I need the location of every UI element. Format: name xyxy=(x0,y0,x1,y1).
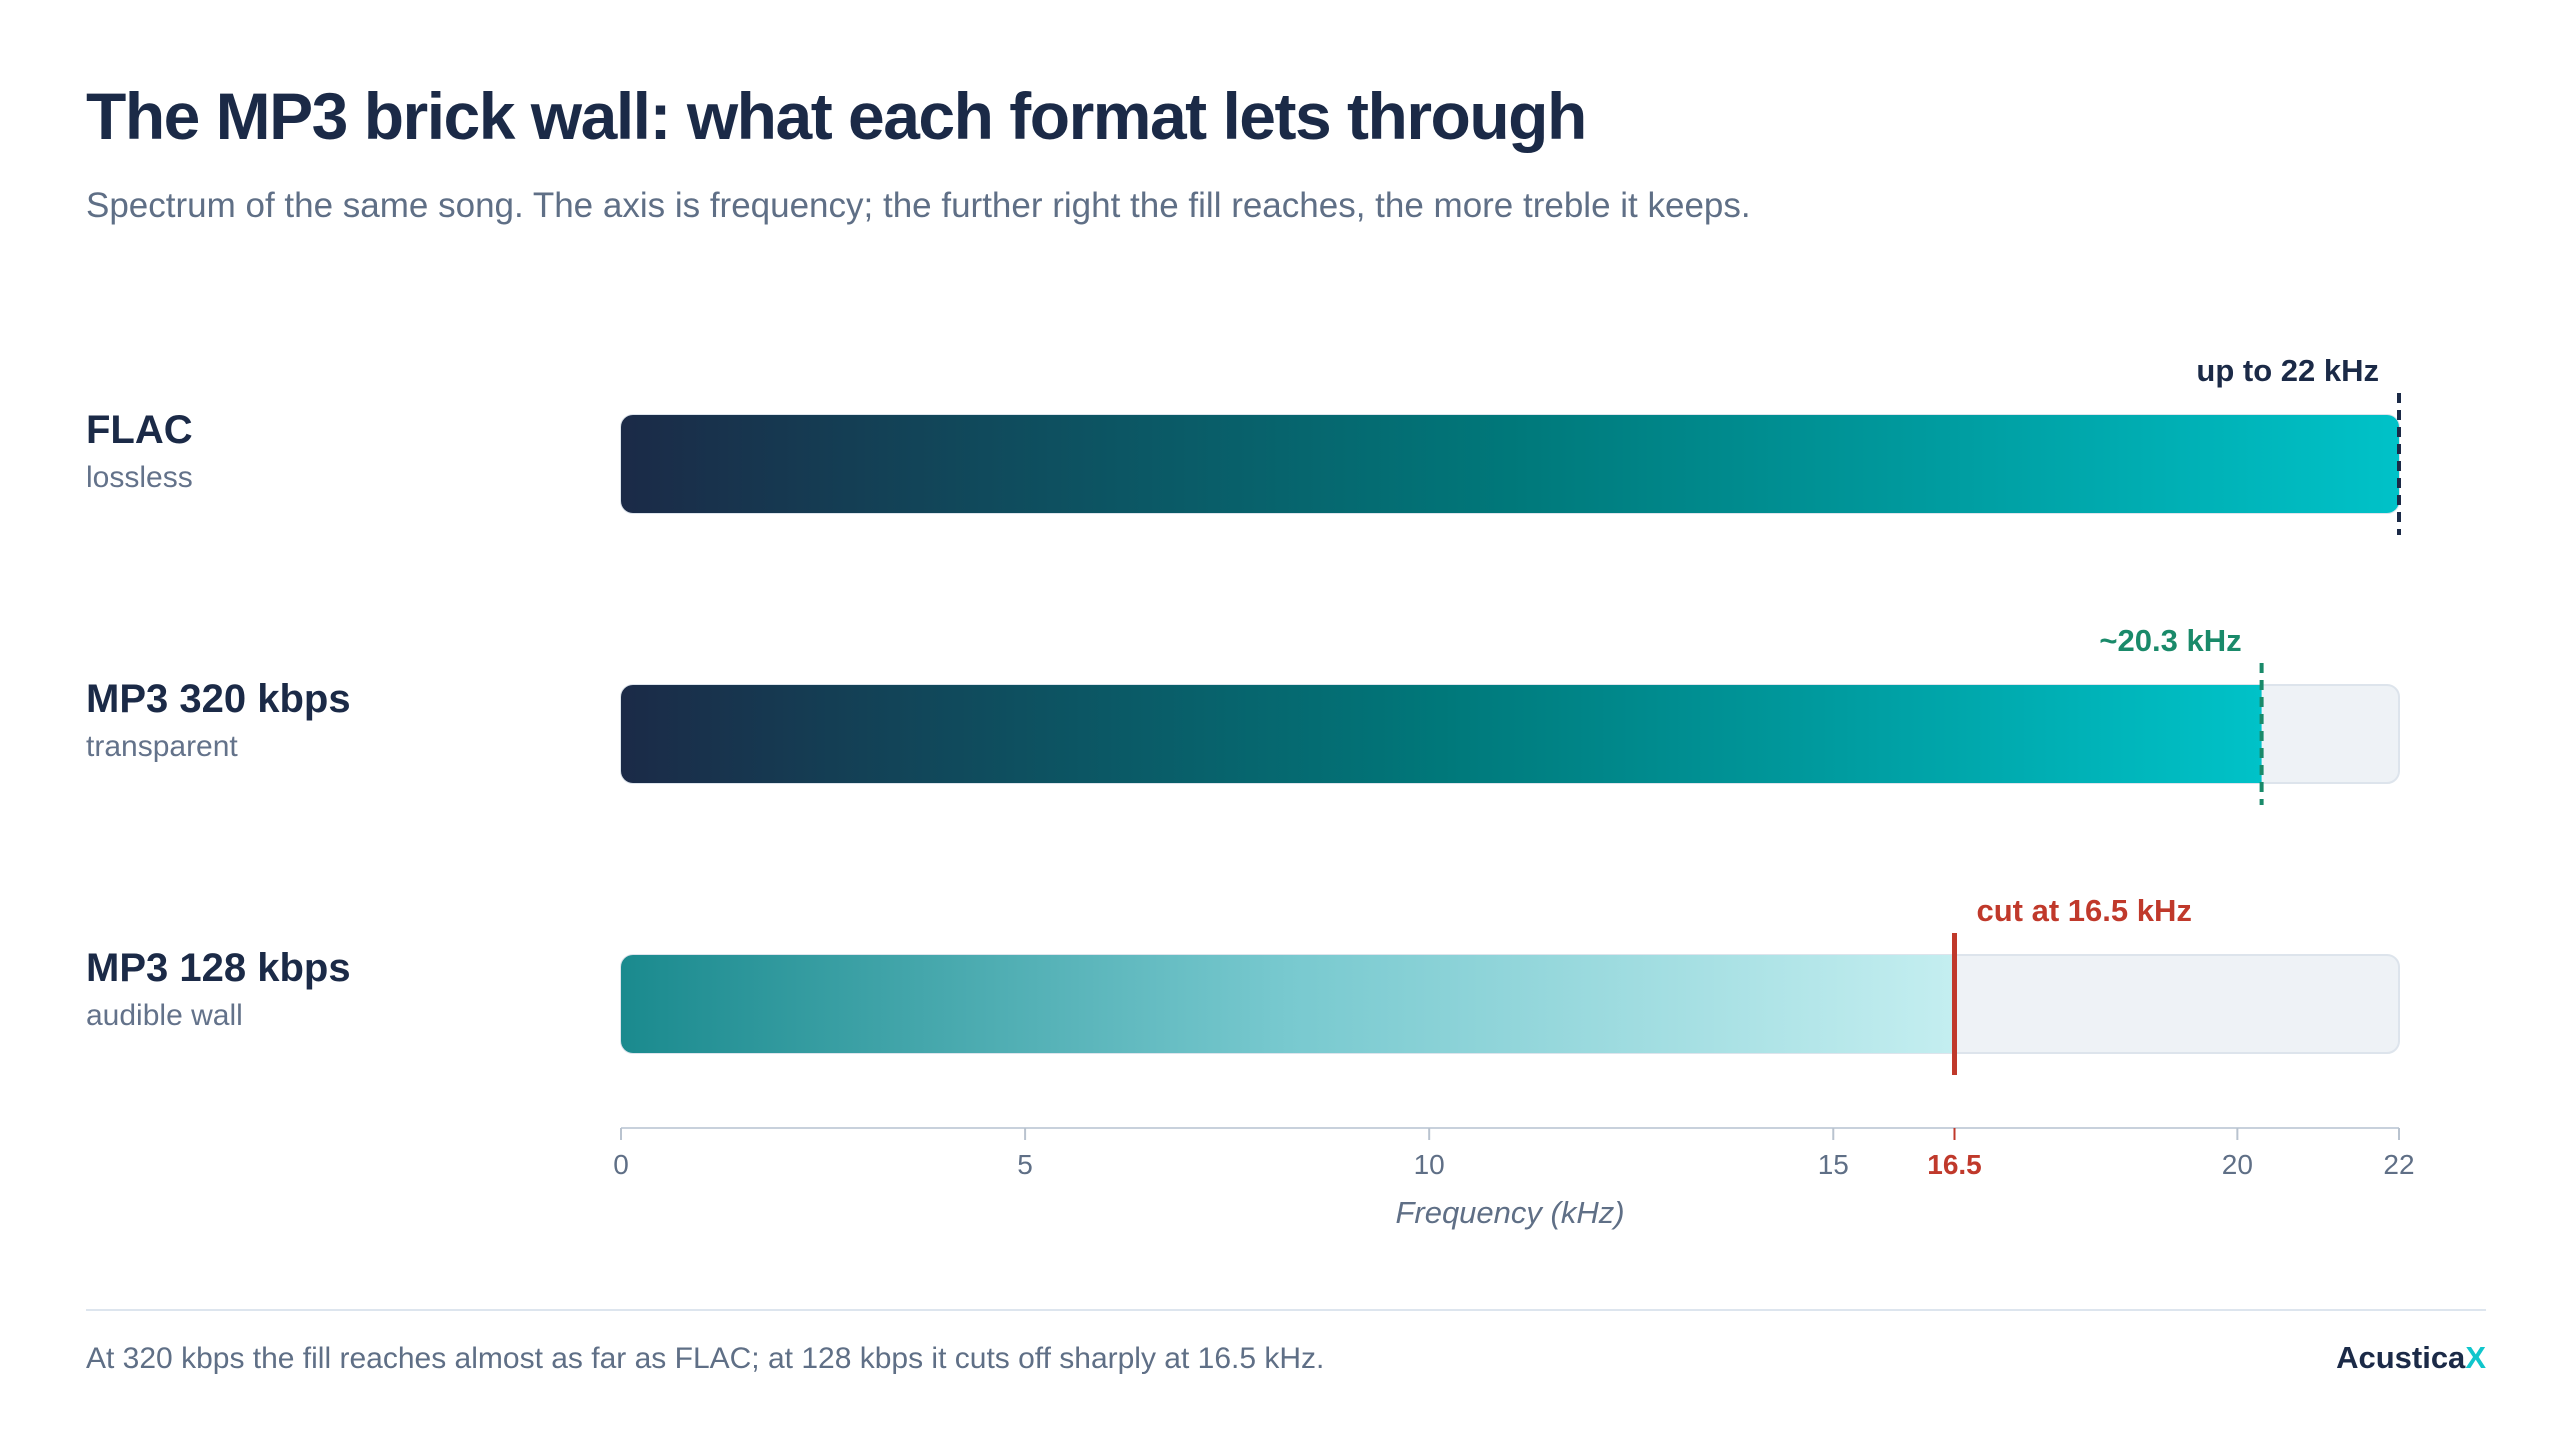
row-label-mp3-320: MP3 320 kbps transparent xyxy=(86,677,351,764)
cutoff-annotation: up to 22 kHz xyxy=(2196,353,2379,388)
row-description: transparent xyxy=(86,730,238,763)
x-tick-label: 15 xyxy=(1818,1149,1849,1180)
footer-divider xyxy=(86,1309,2486,1311)
x-axis-label: Frequency (kHz) xyxy=(1395,1195,1624,1230)
brand-accent: X xyxy=(2465,1340,2486,1375)
footer-note: At 320 kbps the fill reaches almost as f… xyxy=(86,1342,1325,1375)
row-description: lossless xyxy=(86,461,193,494)
x-tick-label: 5 xyxy=(1017,1149,1033,1180)
x-tick-label: 0 xyxy=(613,1149,629,1180)
bar-fill xyxy=(621,955,1955,1053)
chart-title: The MP3 brick wall: what each format let… xyxy=(86,79,1587,153)
x-tick-label: 16.5 xyxy=(1927,1149,1982,1180)
x-tick-label: 10 xyxy=(1414,1149,1445,1180)
x-tick-label: 20 xyxy=(2222,1149,2253,1180)
brand-name: Acustica xyxy=(2336,1340,2466,1375)
spectrum-chart: up to 22 kHz ~20.3 kHz cut at 16.5 kHz 0 5 10… xyxy=(613,353,2414,1230)
row-name: MP3 128 kbps xyxy=(86,946,351,990)
bar-fill xyxy=(621,685,2262,783)
row-label-mp3-128: MP3 128 kbps audible wall xyxy=(86,946,351,1033)
cutoff-annotation: cut at 16.5 kHz xyxy=(1977,893,2192,928)
cutoff-annotation: ~20.3 kHz xyxy=(2099,623,2241,658)
row-name: MP3 320 kbps xyxy=(86,677,351,721)
chart-subtitle: Spectrum of the same song. The axis is f… xyxy=(86,186,1751,225)
row-label-flac: FLAC lossless xyxy=(86,408,193,495)
bar-fill xyxy=(621,415,2399,513)
x-tick-label: 22 xyxy=(2383,1149,2414,1180)
row-name: FLAC xyxy=(86,408,193,452)
brand-logo: AcusticaX xyxy=(2336,1340,2486,1376)
row-description: audible wall xyxy=(86,999,243,1032)
